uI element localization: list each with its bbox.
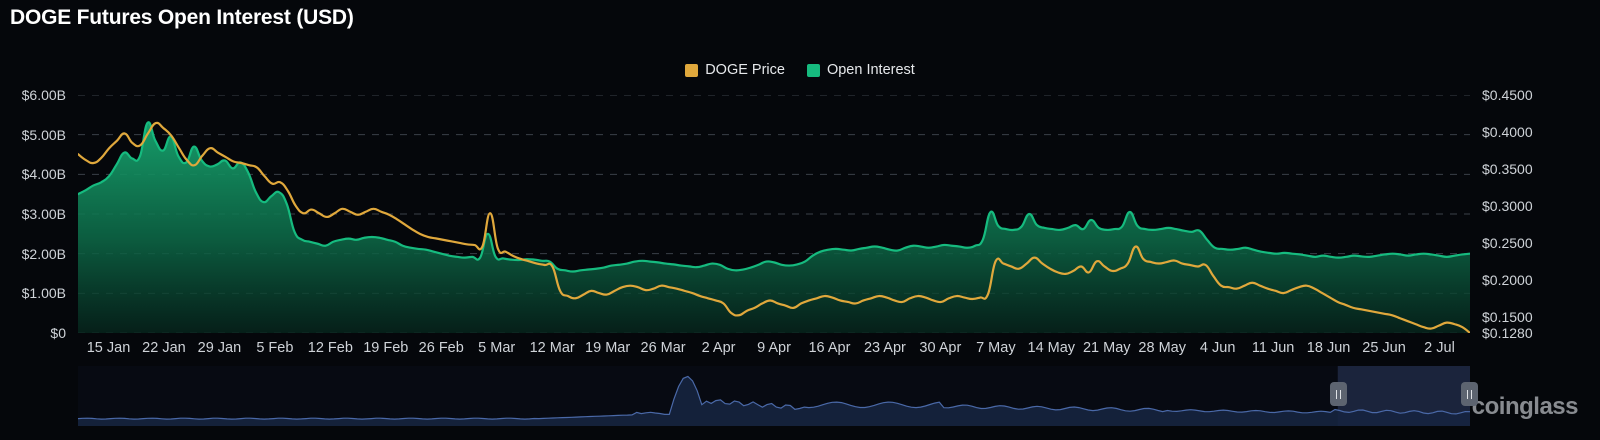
x-axis-tick: 23 Apr [864, 341, 906, 356]
legend-label: Open Interest [827, 62, 915, 78]
x-axis-tick: 2 Apr [702, 341, 736, 356]
left-axis-tick: $3.00B [0, 207, 66, 221]
plot-area [78, 95, 1470, 333]
x-axis-tick: 16 Apr [808, 341, 850, 356]
x-axis-tick: 9 Apr [757, 341, 791, 356]
right-axis-tick: $0.2500 [1482, 236, 1533, 250]
watermark-text: coinglass [1472, 393, 1578, 421]
left-axis-tick: $0 [0, 326, 66, 340]
chart-title: DOGE Futures Open Interest (USD) [10, 6, 354, 30]
navigator-handle-right[interactable] [1461, 382, 1478, 406]
x-axis-tick: 15 Jan [87, 341, 131, 356]
left-axis-tick: $2.00B [0, 247, 66, 261]
x-axis-tick: 26 Mar [641, 341, 686, 356]
x-axis-tick: 28 May [1138, 341, 1186, 356]
legend-swatch-icon [807, 64, 820, 77]
x-axis-tick: 12 Mar [530, 341, 575, 356]
navigator-handle-left[interactable] [1330, 382, 1347, 406]
right-axis-tick: $0.3000 [1482, 199, 1533, 213]
x-axis-tick: 19 Feb [363, 341, 408, 356]
right-axis-tick: $0.3500 [1482, 162, 1533, 176]
doge-open-interest-chart-widget: DOGE Futures Open Interest (USD) DOGE Pr… [0, 0, 1600, 440]
left-axis-tick: $5.00B [0, 128, 66, 142]
right-axis-tick: $0.4000 [1482, 125, 1533, 139]
legend-item-2[interactable]: Open Interest [807, 62, 915, 78]
x-axis-tick: 2 Jul [1424, 341, 1455, 356]
x-axis-tick: 7 May [976, 341, 1016, 356]
x-axis-tick: 4 Jun [1200, 341, 1235, 356]
x-axis-tick: 29 Jan [198, 341, 242, 356]
right-axis-tick: $0.4500 [1482, 88, 1533, 102]
x-axis-tick: 26 Feb [419, 341, 464, 356]
legend-label: DOGE Price [705, 62, 785, 78]
x-axis-tick: 21 May [1083, 341, 1131, 356]
left-axis-tick: $6.00B [0, 88, 66, 102]
x-axis-tick: 12 Feb [308, 341, 353, 356]
left-axis-tick: $4.00B [0, 167, 66, 181]
chart-legend: DOGE Price Open Interest [0, 62, 1600, 78]
navigator-sparkline [78, 366, 1470, 426]
x-axis-tick: 18 Jun [1307, 341, 1351, 356]
x-axis-tick: 30 Apr [919, 341, 961, 356]
plot-svg [78, 95, 1470, 333]
right-axis-tick: $0.2000 [1482, 273, 1533, 287]
x-axis-tick: 5 Feb [256, 341, 293, 356]
x-axis-tick: 19 Mar [585, 341, 630, 356]
left-axis-tick: $1.00B [0, 286, 66, 300]
x-axis-tick: 11 Jun [1252, 341, 1294, 356]
right-axis-tick: $0.1500 [1482, 310, 1533, 324]
range-navigator[interactable] [78, 366, 1470, 426]
legend-swatch-icon [685, 64, 698, 77]
x-axis-tick: 14 May [1028, 341, 1076, 356]
x-axis-tick: 5 Mar [478, 341, 515, 356]
x-axis-tick: 25 Jun [1362, 341, 1406, 356]
legend-item-1[interactable]: DOGE Price [685, 62, 785, 78]
x-axis-tick: 22 Jan [142, 341, 186, 356]
right-axis-tick: $0.1280 [1482, 326, 1533, 340]
